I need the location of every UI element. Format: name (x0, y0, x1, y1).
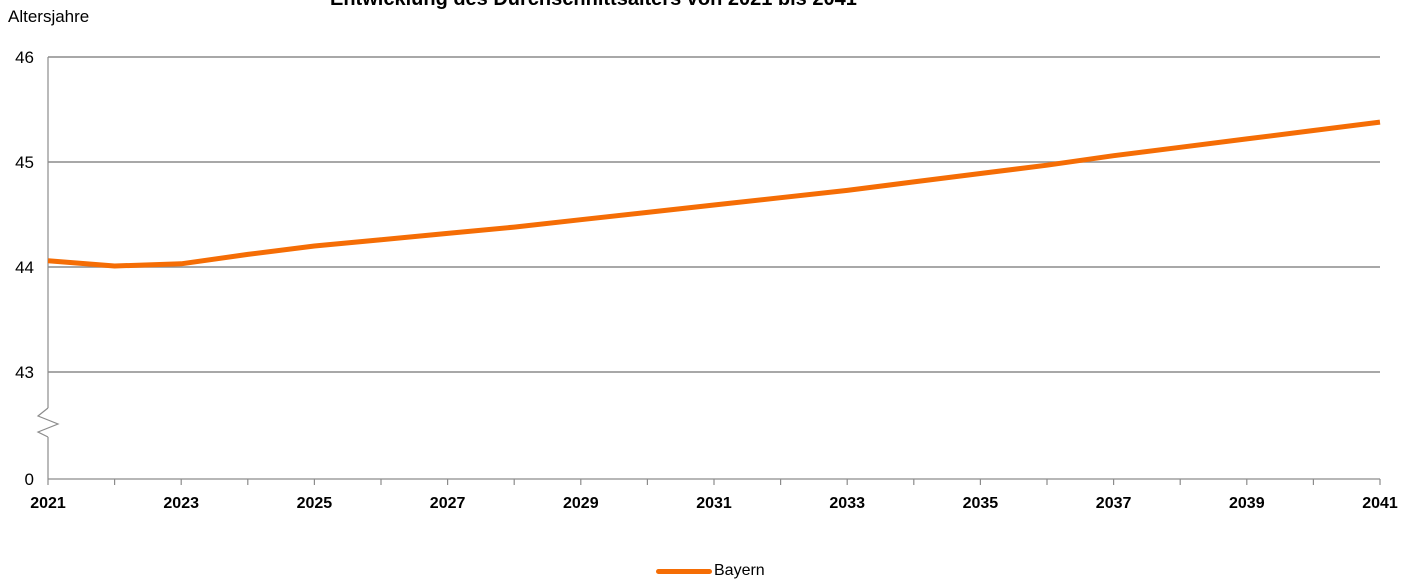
x-tick-label: 2037 (1096, 495, 1132, 512)
y-tick-label: 46 (15, 48, 34, 67)
x-tick-label: 2029 (563, 495, 599, 512)
x-tick-label: 2025 (297, 495, 333, 512)
y-tick-label: 44 (15, 258, 34, 277)
y-tick-label: 0 (25, 470, 34, 489)
x-tick-label: 2031 (696, 495, 732, 512)
y-tick-label: 43 (15, 363, 34, 382)
x-tick-label: 2039 (1229, 495, 1265, 512)
legend-label: Bayern (714, 562, 765, 580)
axis-break-marker (38, 408, 58, 437)
x-tick-label: 2027 (430, 495, 466, 512)
x-tick-label: 2041 (1362, 495, 1398, 512)
x-tick-label: 2033 (829, 495, 865, 512)
x-tick-label: 2035 (963, 495, 999, 512)
legend-swatch (656, 569, 712, 574)
series-line-bayern (48, 122, 1380, 266)
legend: Bayern (656, 562, 765, 580)
x-tick-label: 2021 (30, 495, 66, 512)
x-tick-label: 2023 (163, 495, 199, 512)
y-tick-label: 45 (15, 153, 34, 172)
